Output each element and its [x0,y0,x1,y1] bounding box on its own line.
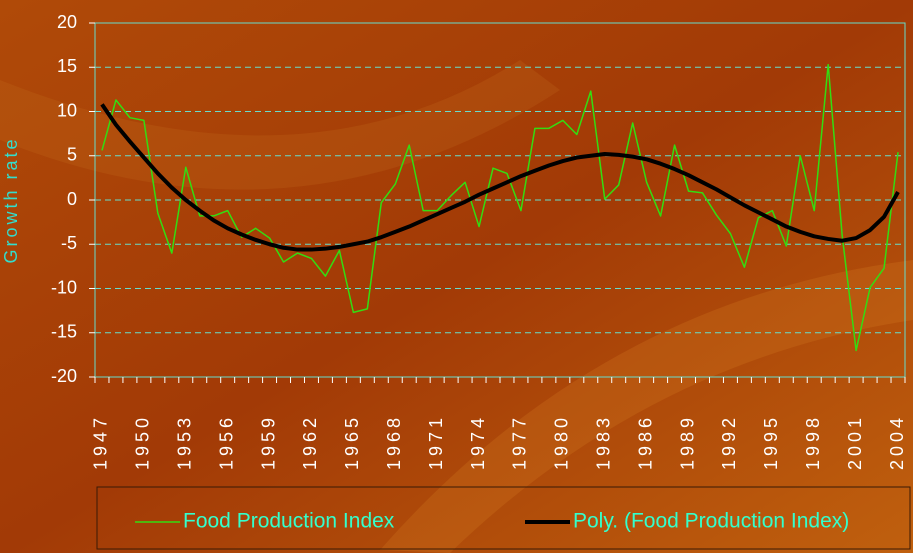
x-tick-label: 1956 [216,414,236,470]
x-tick-label: 1947 [91,414,111,470]
y-tick-label: -5 [61,233,77,253]
y-tick-label: -15 [51,322,77,342]
x-tick-label: 1971 [426,414,446,470]
y-tick-label: 0 [67,189,77,209]
legend-label: Poly. (Food Production Index) [573,510,849,533]
x-tick-label: 1977 [510,414,530,470]
x-tick-label: 1953 [175,414,195,470]
legend-label: Food Production Index [183,510,395,533]
x-tick-label: 1980 [552,414,572,470]
x-tick-label: 1983 [593,414,613,470]
x-tick-label: 2004 [887,414,907,470]
y-tick-label: 10 [57,100,77,120]
y-tick-label: 5 [67,145,77,165]
x-tick-label: 1950 [133,414,153,470]
x-tick-label: 1998 [803,414,823,470]
y-tick-label: -20 [51,366,77,386]
x-tick-label: 1992 [719,414,739,470]
x-tick-label: 1968 [384,414,404,470]
x-tick-label: 1974 [468,414,488,470]
x-tick-label: 1986 [635,414,655,470]
chart: Growth rate -20 -15 -10 -5 0 5 10 15 20 1947 1950 1… [0,0,913,553]
x-tick-label: 1995 [761,414,781,470]
y-axis-label: Growth rate [1,136,21,263]
y-tick-label: 15 [57,56,77,76]
x-tick-label: 2001 [845,414,865,470]
x-tick-label: 1962 [300,414,320,470]
y-tick-label: -10 [51,277,77,297]
y-tick-label: 20 [57,12,77,32]
x-tick-label: 1989 [677,414,697,470]
x-tick-label: 1959 [258,414,278,470]
x-tick-label: 1965 [342,414,362,470]
